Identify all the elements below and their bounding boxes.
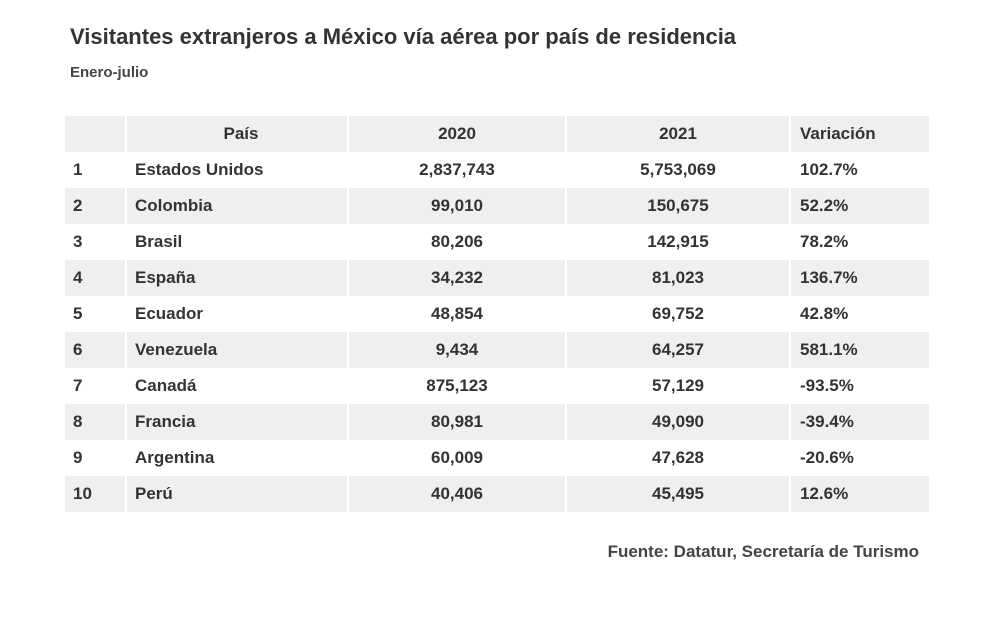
cell-variation: 78.2% xyxy=(800,232,849,251)
cell-variation: 102.7% xyxy=(800,160,858,179)
cell-2021: 49,090 xyxy=(566,404,791,440)
table-row: 9 Argentina 60,009 47,628 -20.6% xyxy=(65,440,929,476)
cell-rank: 7 xyxy=(65,368,127,404)
cell-2020: 99,010 xyxy=(348,188,567,224)
chart-title: Visitantes extranjeros a México vía aére… xyxy=(70,24,737,49)
cell-2021: 150,675 xyxy=(566,188,791,224)
cell-country: Brasil xyxy=(126,224,349,260)
table-row: 1 Estados Unidos 2,837,743 5,753,069 102.7% xyxy=(65,152,929,188)
cell-2020: 80,981 xyxy=(348,404,567,440)
cell-variation: -39.4% xyxy=(800,412,854,431)
cell-rank: 6 xyxy=(65,332,127,368)
header-2021: 2021 xyxy=(566,116,791,152)
source-note: Fuente: Datatur, Secretaría de Turismo xyxy=(607,542,919,561)
table-row: 10 Perú 40,406 45,495 12.6% xyxy=(65,476,929,512)
cell-2020: 80,206 xyxy=(348,224,567,260)
cell-variation: 136.7% xyxy=(800,268,858,287)
cell-country: Perú xyxy=(126,476,349,512)
cell-2020: 60,009 xyxy=(348,440,567,476)
cell-country: España xyxy=(126,260,349,296)
table-row: 5 Ecuador 48,854 69,752 42.8% xyxy=(65,296,929,332)
table-row: 3 Brasil 80,206 142,915 78.2% xyxy=(65,224,929,260)
cell-country: Ecuador xyxy=(126,296,349,332)
cell-rank: 10 xyxy=(65,476,127,512)
cell-2021: 81,023 xyxy=(566,260,791,296)
cell-variation: 52.2% xyxy=(800,196,849,215)
cell-rank: 4 xyxy=(65,260,127,296)
cell-variation: 581.1% xyxy=(800,340,858,359)
cell-variation: 42.8% xyxy=(800,304,849,323)
cell-variation: -93.5% xyxy=(800,376,854,395)
cell-rank: 5 xyxy=(65,296,127,332)
cell-2020: 875,123 xyxy=(348,368,567,404)
cell-2021: 47,628 xyxy=(566,440,791,476)
cell-2021: 5,753,069 xyxy=(566,152,791,188)
header-2020: 2020 xyxy=(348,116,567,152)
data-table: País 2020 2021 Variación 1 Estados Unidos… xyxy=(65,116,929,512)
table-body: 1 Estados Unidos 2,837,743 5,753,069 102.7% 2… xyxy=(65,152,929,512)
table-row: 6 Venezuela 9,434 64,257 581.1% xyxy=(65,332,929,368)
header-country: País xyxy=(126,116,349,152)
table-row: 4 España 34,232 81,023 136.7% xyxy=(65,260,929,296)
cell-rank: 9 xyxy=(65,440,127,476)
cell-2021: 64,257 xyxy=(566,332,791,368)
cell-country: Canadá xyxy=(126,368,349,404)
table-row: 2 Colombia 99,010 150,675 52.2% xyxy=(65,188,929,224)
table-header-row: País 2020 2021 Variación xyxy=(65,116,929,152)
cell-2021: 142,915 xyxy=(566,224,791,260)
cell-2020: 34,232 xyxy=(348,260,567,296)
header-rank xyxy=(65,116,127,152)
cell-2020: 48,854 xyxy=(348,296,567,332)
cell-country: Venezuela xyxy=(126,332,349,368)
cell-2021: 57,129 xyxy=(566,368,791,404)
cell-rank: 2 xyxy=(65,188,127,224)
cell-variation: -20.6% xyxy=(800,448,854,467)
chart-subtitle: Enero-julio xyxy=(70,64,149,81)
cell-2021: 69,752 xyxy=(566,296,791,332)
cell-country: Estados Unidos xyxy=(126,152,349,188)
cell-2020: 2,837,743 xyxy=(348,152,567,188)
cell-variation: 12.6% xyxy=(800,484,849,503)
table-row: 7 Canadá 875,123 57,129 -93.5% xyxy=(65,368,929,404)
header-variation: Variación xyxy=(800,124,876,143)
cell-rank: 8 xyxy=(65,404,127,440)
cell-country: Colombia xyxy=(126,188,349,224)
cell-2020: 9,434 xyxy=(348,332,567,368)
cell-2020: 40,406 xyxy=(348,476,567,512)
cell-2021: 45,495 xyxy=(566,476,791,512)
cell-country: Francia xyxy=(126,404,349,440)
cell-rank: 1 xyxy=(65,152,127,188)
cell-country: Argentina xyxy=(126,440,349,476)
table-row: 8 Francia 80,981 49,090 -39.4% xyxy=(65,404,929,440)
cell-rank: 3 xyxy=(65,224,127,260)
